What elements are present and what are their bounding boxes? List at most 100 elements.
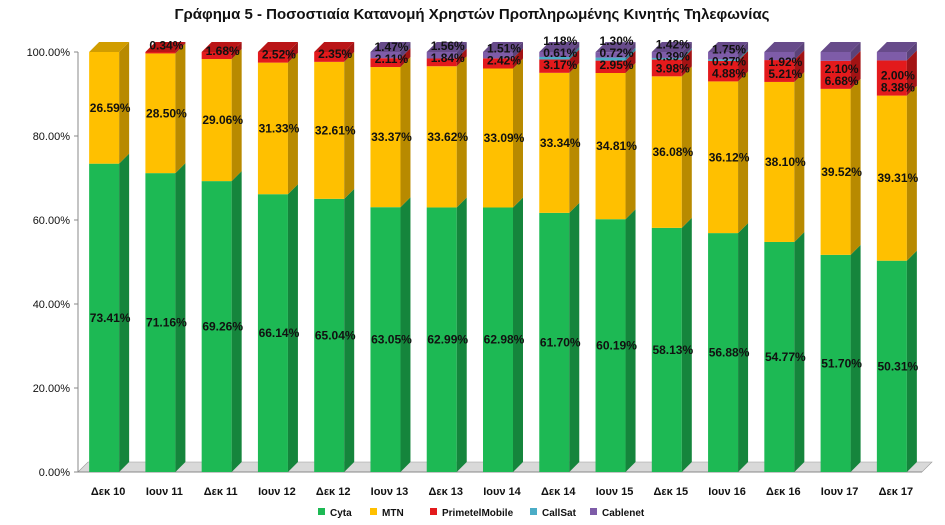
bar-mtn-9 [595, 73, 626, 220]
legend-swatch-cablenet [590, 508, 597, 515]
bar-top-12 [764, 42, 805, 52]
bar-callsat-10 [651, 57, 682, 60]
bar-top-9 [595, 42, 636, 53]
bar-mtn-5 [370, 67, 401, 208]
bar-side-mtn-8 [569, 62, 580, 213]
data-label-cyta: 56.88% [709, 346, 750, 360]
bar-side-callsat-9 [625, 47, 636, 61]
bar-side-mtn-6 [456, 56, 467, 208]
bar-primetelmobile-9 [595, 60, 626, 73]
bar-side-callsat-11 [738, 49, 749, 61]
x-tick-label: Ιουν 15 [596, 486, 634, 498]
bar-callsat-8 [539, 56, 570, 60]
bar-side-cablenet-8 [569, 42, 580, 57]
bar-cablenet-13 [820, 52, 851, 61]
bar-side-cyta-1 [175, 163, 186, 473]
data-label-callsat: 0.61% [543, 46, 577, 60]
x-tick-label: Ιουν 12 [258, 486, 296, 498]
bar-primetelmobile-13 [820, 60, 851, 89]
bar-cyta-4 [314, 198, 345, 472]
bar-side-mtn-1 [175, 43, 186, 174]
bar-side-mtn-0 [119, 42, 130, 164]
bar-side-cyta-14 [906, 250, 917, 472]
data-label-cablenet: 2.10% [825, 62, 859, 76]
bar-cyta-11 [708, 233, 739, 472]
x-tick-label: Δεκ 17 [879, 486, 914, 498]
data-label-primetelmobile: 8.38% [881, 81, 915, 95]
bar-side-mtn-2 [231, 49, 242, 182]
bar-side-cablenet-5 [400, 42, 411, 59]
bar-cyta-7 [483, 207, 513, 472]
bar-side-primetelmobile-13 [850, 50, 861, 89]
bar-mtn-10 [651, 76, 682, 228]
bar-top-6 [426, 41, 467, 52]
data-label-cyta: 65.04% [315, 328, 356, 342]
data-label-cyta: 73.41% [90, 311, 131, 325]
bar-cyta-13 [820, 254, 851, 472]
bar-side-cyta-7 [513, 197, 523, 472]
bar-side-cablenet-6 [456, 41, 467, 59]
data-label-mtn: 34.81% [596, 139, 637, 153]
bar-callsat-9 [595, 57, 626, 61]
bar-side-mtn-10 [681, 66, 692, 228]
bar-side-primetelmobile-8 [569, 49, 580, 73]
legend-label-cablenet: Cablenet [602, 508, 645, 519]
bar-side-mtn-4 [344, 51, 355, 199]
bar-mtn-6 [426, 66, 457, 208]
bar-top-5 [370, 42, 411, 52]
bar-mtn-14 [876, 95, 907, 261]
bar-side-callsat-10 [681, 47, 692, 60]
bar-side-mtn-14 [906, 85, 917, 261]
bar-side-cablenet-14 [906, 42, 917, 61]
data-label-primetelmobile: 5.21% [768, 67, 802, 81]
x-tick-label: Δεκ 16 [766, 486, 801, 498]
x-tick-label: Δεκ 11 [204, 486, 238, 498]
data-label-cyta: 60.19% [596, 339, 637, 353]
bar-primetelmobile-1 [145, 52, 176, 54]
bar-cablenet-7 [483, 52, 513, 59]
bar-cyta-8 [539, 212, 570, 473]
data-label-mtn: 28.50% [146, 106, 187, 120]
x-tick-label: Δεκ 10 [91, 486, 126, 498]
bar-cablenet-9 [595, 52, 626, 58]
bar-primetelmobile-12 [764, 60, 795, 82]
bar-side-primetelmobile-9 [625, 50, 636, 73]
bar-cablenet-12 [764, 52, 795, 61]
data-label-cablenet: 1.42% [656, 37, 690, 51]
bar-cablenet-8 [539, 52, 570, 57]
bar-side-mtn-9 [625, 63, 636, 220]
bar-side-cablenet-7 [513, 42, 523, 59]
bar-top-7 [483, 42, 523, 52]
bar-primetelmobile-11 [708, 60, 739, 82]
y-tick-label: 100.00% [27, 47, 71, 59]
data-label-cyta: 66.14% [259, 326, 300, 340]
bar-side-primetelmobile-5 [400, 48, 411, 68]
bar-cyta-6 [426, 207, 457, 472]
bar-cyta-5 [370, 207, 401, 472]
data-label-mtn: 36.12% [709, 150, 750, 164]
bars [89, 41, 917, 473]
y-tick-label: 40.00% [33, 299, 71, 311]
data-label-cablenet: 1.18% [543, 34, 577, 48]
bar-side-mtn-7 [513, 58, 523, 208]
y-tick-label: 20.00% [33, 383, 71, 395]
data-label-mtn: 36.08% [652, 145, 693, 159]
x-tick-label: Δεκ 15 [654, 486, 689, 498]
bar-side-primetelmobile-14 [906, 50, 917, 96]
data-label-cyta: 50.31% [878, 359, 919, 373]
bar-cyta-12 [764, 241, 795, 472]
bar-side-cyta-11 [738, 223, 749, 472]
data-label-primetelmobile: 6.68% [825, 74, 859, 88]
data-label-mtn: 33.37% [371, 130, 412, 144]
bar-cablenet-11 [708, 52, 739, 60]
bar-side-primetelmobile-2 [231, 42, 242, 60]
bar-side-cyta-13 [850, 244, 861, 472]
bar-top-13 [820, 42, 861, 52]
bar-top-1 [145, 42, 186, 52]
bar-side-cablenet-12 [794, 42, 805, 61]
data-label-cablenet: 1.56% [431, 39, 465, 53]
x-tick-label: Δεκ 13 [428, 486, 463, 498]
bar-primetelmobile-6 [426, 58, 457, 67]
bar-side-cablenet-9 [625, 42, 636, 58]
